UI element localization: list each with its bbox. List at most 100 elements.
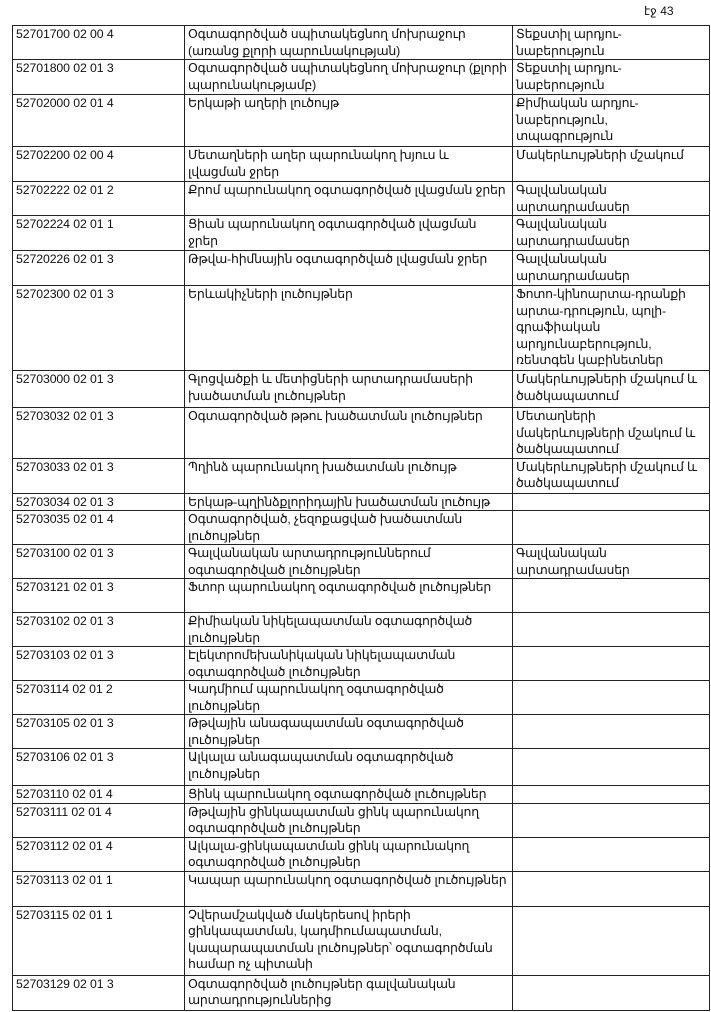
table-row: 52703032 02 01 3 Օգտագործված թթու խածատմա…: [12, 407, 710, 459]
source-cell: Մետաղների մակերևույթների մշակում և ծածկա…: [512, 407, 710, 459]
source-cell: [512, 748, 710, 786]
source-cell: [512, 905, 710, 976]
code-cell: 52703129 02 01 3: [12, 974, 185, 1011]
code-cell: 52703103 02 01 3: [12, 646, 185, 681]
name-cell: Թթվային ցինկապատման ցինկ պարունակող օգտա…: [184, 802, 513, 838]
code-cell: 52702300 02 01 3: [12, 285, 185, 371]
name-cell: Ցիան պարունակող օգտագործված լվացման ջրեր: [184, 215, 513, 251]
source-cell: Գալվանական արտադրամասեր: [512, 544, 710, 579]
source-cell: Գալվանական արտադրամասեր: [512, 250, 710, 286]
name-cell: Երևակիչների լուծույթներ: [184, 285, 513, 371]
table-row: 52703114 02 01 2 Կադմիում պարունակող օգտա…: [12, 680, 710, 715]
table-row: 52720226 02 01 3 Թթվա-հիմնային օգտագործվա…: [12, 250, 710, 286]
table-row: 52702200 02 00 4 Մետաղների աղեր պարունակո…: [12, 146, 710, 182]
name-cell: Թթվային անագապատման օգտագործված լուծույթ…: [184, 714, 513, 749]
name-cell: Գլոցվածքի և մետիցների արտադրամասերի խածա…: [184, 370, 513, 408]
code-cell: 52703100 02 01 3: [12, 544, 185, 579]
name-cell: Պղինձ պարունակող խածատման լուծույթ: [184, 457, 513, 494]
source-cell: [512, 492, 710, 511]
page-number: էջ 43: [644, 4, 674, 18]
name-cell: Ալկալա անագապատման օգտագործված լուծույթն…: [184, 748, 513, 786]
table-body: 52701700 02 00 4 Օգտագործված սպիտակեցնող …: [12, 25, 710, 1011]
code-cell: 52703102 02 01 3: [12, 612, 185, 647]
source-cell: [512, 785, 710, 804]
table-row: 52703034 02 01 3 Երկաթ-պղինձքլորիդային խա…: [12, 492, 710, 511]
table-row: 52703033 02 01 3 Պղինձ պարունակող խածատմա…: [12, 457, 710, 494]
waste-classification-table: 52701700 02 00 4 Օգտագործված սպիտակեցնող …: [12, 25, 710, 1011]
table-row: 52702224 02 01 1 Ցիան պարունակող օգտագործ…: [12, 215, 710, 251]
code-cell: 52703110 02 01 4: [12, 785, 185, 804]
table-row: 52703129 02 01 3 Օգտագործված լուծույթներ …: [12, 974, 710, 1011]
table-row: 52703105 02 01 3 Թթվային անագապատման օգտա…: [12, 714, 710, 749]
source-cell: Գալվանական արտադրամասեր: [512, 181, 710, 216]
name-cell: Կապար պարունակող օգտագործված լուծույթներ: [184, 870, 513, 907]
table-row: 52701700 02 00 4 Օգտագործված սպիտակեցնող …: [12, 25, 710, 60]
name-cell: Օգտագործված սպիտակեցնող մոխրաջուր (առանց…: [184, 25, 513, 60]
name-cell: Ալկալա-ցինկապատման ցինկ պարունակող օգտագ…: [184, 836, 513, 872]
source-cell: Գալվանական արտադրամասեր: [512, 215, 710, 251]
source-cell: [512, 870, 710, 907]
table-row: 52703000 02 01 3 Գլոցվածքի և մետիցների ար…: [12, 370, 710, 408]
name-cell: Քիմիական նիկելապատման օգտագործված լուծու…: [184, 612, 513, 647]
code-cell: 52702224 02 01 1: [12, 215, 185, 251]
table-row: 52703121 02 01 3 Ֆտոր պարունակող օգտագործ…: [12, 578, 710, 613]
source-cell: [512, 578, 710, 613]
source-cell: Տեքստիլ արդյու-նաբերություն: [512, 25, 710, 60]
code-cell: 52702000 02 01 4: [12, 94, 185, 147]
name-cell: Օգտագործված, չեզոքացված խածատման լուծույ…: [184, 510, 513, 545]
code-cell: 52701700 02 00 4: [12, 25, 185, 60]
code-cell: 52703105 02 01 3: [12, 714, 185, 749]
source-cell: [512, 714, 710, 749]
code-cell: 52703121 02 01 3: [12, 578, 185, 613]
code-cell: 52701800 02 01 3: [12, 59, 185, 95]
code-cell: 52702200 02 00 4: [12, 146, 185, 182]
table-row: 52703115 02 01 1 Չվերամշակված մակերեսով ի…: [12, 905, 710, 976]
table-row: 52702000 02 01 4 Երկաթի աղերի լուծույթ Քիմ…: [12, 94, 710, 147]
table-row: 52703110 02 01 4 Ցինկ պարունակող օգտագործ…: [12, 785, 710, 804]
source-cell: [512, 612, 710, 647]
name-cell: Ֆտոր պարունակող օգտագործված լուծույթներ: [184, 578, 513, 613]
source-cell: [512, 974, 710, 1011]
source-cell: [512, 510, 710, 545]
source-cell: [512, 802, 710, 838]
code-cell: 52703115 02 01 1: [12, 905, 185, 976]
code-cell: 52702222 02 01 2: [12, 181, 185, 216]
name-cell: Էլեկտրոմեխանիկական նիկելապատման օգտագործ…: [184, 646, 513, 681]
table-row: 52703100 02 01 3 Գալվանական արտադրություն…: [12, 544, 710, 579]
source-cell: [512, 646, 710, 681]
name-cell: Թթվա-հիմնային օգտագործված լվացման ջրեր: [184, 250, 513, 286]
code-cell: 52703035 02 01 4: [12, 510, 185, 545]
name-cell: Երկաթ-պղինձքլորիդային խածատման լուծույթ: [184, 492, 513, 511]
table-row: 52703102 02 01 3 Քիմիական նիկելապատման օգ…: [12, 612, 710, 647]
source-cell: [512, 680, 710, 715]
source-cell: Տեքստիլ արդյու-նաբերություն: [512, 59, 710, 95]
name-cell: Օգտագործված սպիտակեցնող մոխրաջուր (քլորի…: [184, 59, 513, 95]
name-cell: Կադմիում պարունակող օգտագործված լուծույթ…: [184, 680, 513, 715]
name-cell: Մետաղների աղեր պարունակող խյուս և լվացմա…: [184, 146, 513, 182]
source-cell: Մակերևույթների մշակում և ծածկապատում: [512, 370, 710, 408]
name-cell: Գալվանական արտադրություններում օգտագործվ…: [184, 544, 513, 579]
code-cell: 52703033 02 01 3: [12, 457, 185, 494]
code-cell: 52703113 02 01 1: [12, 870, 185, 907]
table-row: 52703112 02 01 4 Ալկալա-ցինկապատման ցինկ …: [12, 836, 710, 872]
source-cell: [512, 836, 710, 872]
table-row: 52703111 02 01 4 Թթվային ցինկապատման ցինկ…: [12, 802, 710, 838]
name-cell: Օգտագործված լուծույթներ գալվանական արտադ…: [184, 974, 513, 1011]
source-cell: Քիմիական արդյու-նաբերություն, տպագրությո…: [512, 94, 710, 147]
table-row: 52703106 02 01 3 Ալկալա անագապատման օգտագ…: [12, 748, 710, 786]
source-cell: Մակերևույթների մշակում և ծածկապատում: [512, 457, 710, 494]
code-cell: 52703000 02 01 3: [12, 370, 185, 408]
name-cell: Ցինկ պարունակող օգտագործված լուծույթներ: [184, 785, 513, 804]
table-row: 52703113 02 01 1 Կապար պարունակող օգտագոր…: [12, 870, 710, 907]
code-cell: 52703111 02 01 4: [12, 802, 185, 838]
name-cell: Չվերամշակված մակերեսով իրերի ցինկապատման…: [184, 905, 513, 976]
table-row: 52702222 02 01 2 Քրոմ պարունակող օգտագործ…: [12, 181, 710, 216]
code-cell: 52703106 02 01 3: [12, 748, 185, 786]
table-row: 52703103 02 01 3 Էլեկտրոմեխանիկական նիկել…: [12, 646, 710, 681]
code-cell: 52703114 02 01 2: [12, 680, 185, 715]
table-row: 52701800 02 01 3 Օգտագործված սպիտակեցնող …: [12, 59, 710, 95]
name-cell: Օգտագործված թթու խածատման լուծույթներ: [184, 407, 513, 459]
source-cell: Ֆոտո-կինոարտա-դրանքի արտա-դրություն, պոլ…: [512, 285, 710, 371]
code-cell: 52703112 02 01 4: [12, 836, 185, 872]
code-cell: 52703032 02 01 3: [12, 407, 185, 459]
